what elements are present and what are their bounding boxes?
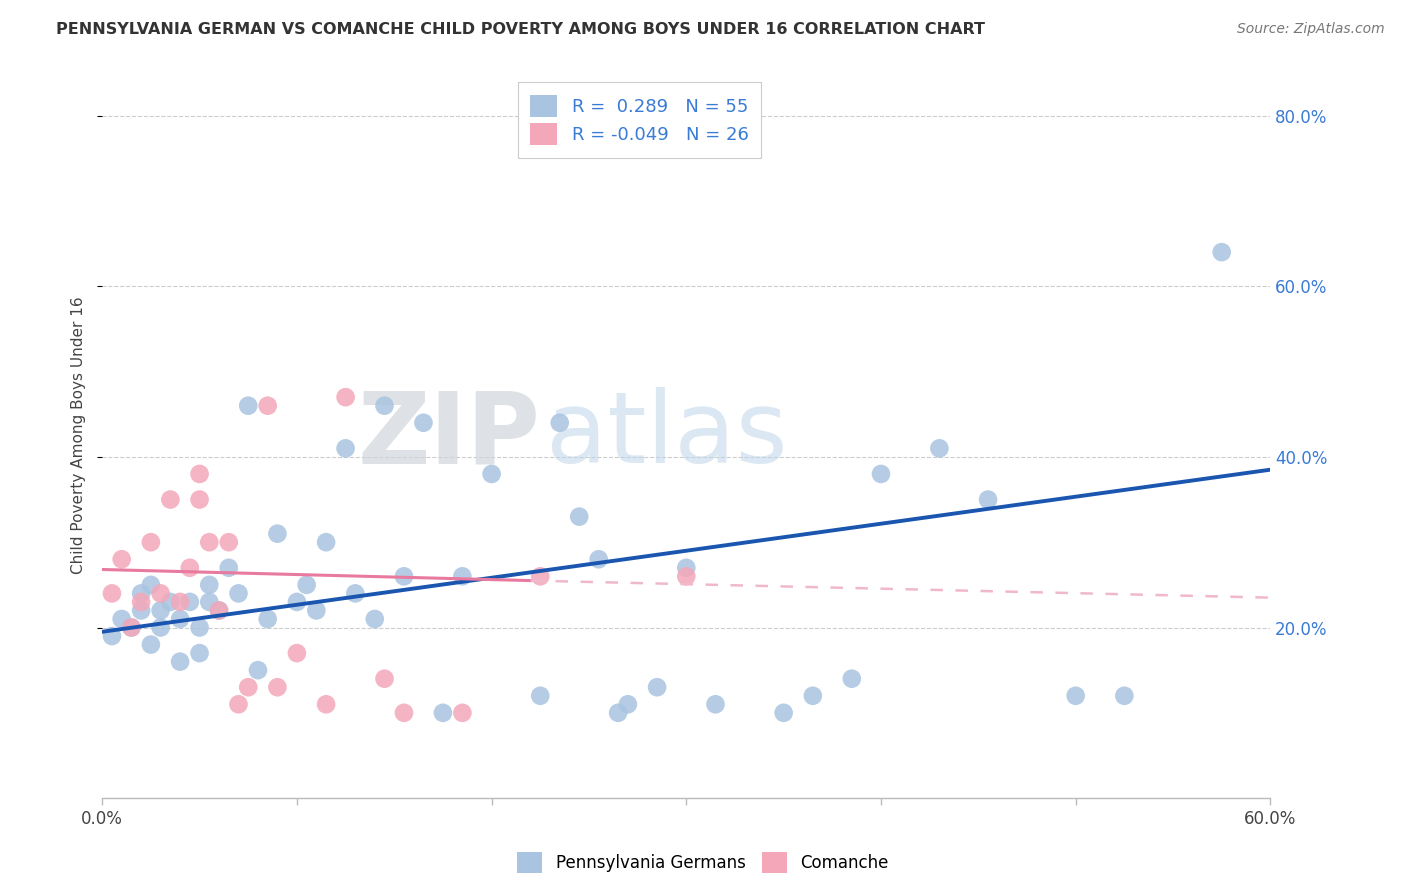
Point (392, 706, 415, 720)
Point (139, 638, 162, 652)
Point (179, 561, 201, 575)
Point (841, 672, 863, 686)
Point (149, 586, 172, 600)
Point (344, 586, 367, 600)
Point (675, 569, 697, 583)
Point (129, 595, 152, 609)
Point (870, 467, 893, 481)
Point (1211, 245, 1233, 260)
Point (266, 680, 288, 694)
Point (198, 535, 221, 549)
Point (977, 492, 1000, 507)
Point (101, 629, 124, 643)
Point (228, 586, 250, 600)
Point (1114, 689, 1136, 703)
Point (529, 689, 551, 703)
Point (481, 467, 503, 481)
Point (364, 612, 387, 626)
Point (198, 578, 221, 592)
Point (305, 603, 328, 617)
Point (568, 509, 591, 524)
Point (704, 698, 727, 712)
Point (392, 569, 415, 583)
Point (129, 603, 152, 617)
Point (607, 706, 630, 720)
Text: atlas: atlas (546, 387, 787, 484)
Point (675, 561, 697, 575)
Point (228, 698, 250, 712)
Point (129, 586, 152, 600)
Point (645, 680, 668, 694)
Point (529, 569, 551, 583)
Point (208, 603, 231, 617)
Point (315, 698, 337, 712)
Point (218, 561, 240, 575)
Point (169, 655, 191, 669)
Point (772, 706, 794, 720)
Point (139, 535, 162, 549)
Point (335, 442, 357, 456)
Point (238, 399, 260, 413)
Point (588, 552, 610, 566)
Point (617, 698, 640, 712)
Point (120, 620, 142, 634)
Point (285, 646, 308, 660)
Point (208, 603, 231, 617)
Point (266, 526, 288, 541)
Point (101, 586, 124, 600)
Point (188, 646, 211, 660)
Text: PENNSYLVANIA GERMAN VS COMANCHE CHILD POVERTY AMONG BOYS UNDER 16 CORRELATION CH: PENNSYLVANIA GERMAN VS COMANCHE CHILD PO… (56, 22, 986, 37)
Text: Source: ZipAtlas.com: Source: ZipAtlas.com (1237, 22, 1385, 37)
Point (373, 672, 395, 686)
Point (198, 595, 221, 609)
Y-axis label: Child Poverty Among Boys Under 16: Child Poverty Among Boys Under 16 (72, 297, 86, 574)
Point (179, 595, 201, 609)
Legend: Pennsylvania Germans, Comanche: Pennsylvania Germans, Comanche (510, 846, 896, 880)
Point (295, 578, 318, 592)
Point (159, 595, 181, 609)
Point (928, 442, 950, 456)
Point (285, 595, 308, 609)
Point (801, 689, 824, 703)
Point (149, 620, 172, 634)
Point (159, 492, 181, 507)
Point (238, 680, 260, 694)
Point (169, 612, 191, 626)
Point (256, 399, 278, 413)
Point (246, 663, 269, 677)
Point (188, 467, 211, 481)
Point (315, 535, 337, 549)
Point (149, 603, 172, 617)
Point (139, 578, 162, 592)
Point (218, 535, 240, 549)
Point (451, 706, 474, 720)
Point (548, 416, 571, 430)
Point (1064, 689, 1087, 703)
Point (188, 620, 211, 634)
Point (412, 416, 434, 430)
Point (256, 612, 278, 626)
Point (373, 399, 395, 413)
Point (335, 390, 357, 404)
Legend: R =  0.289   N = 55, R = -0.049   N = 26: R = 0.289 N = 55, R = -0.049 N = 26 (517, 82, 762, 158)
Point (111, 612, 134, 626)
Text: ZIP: ZIP (357, 387, 540, 484)
Point (169, 595, 191, 609)
Point (451, 569, 474, 583)
Point (432, 706, 454, 720)
Point (188, 492, 211, 507)
Point (120, 620, 142, 634)
Point (111, 552, 134, 566)
